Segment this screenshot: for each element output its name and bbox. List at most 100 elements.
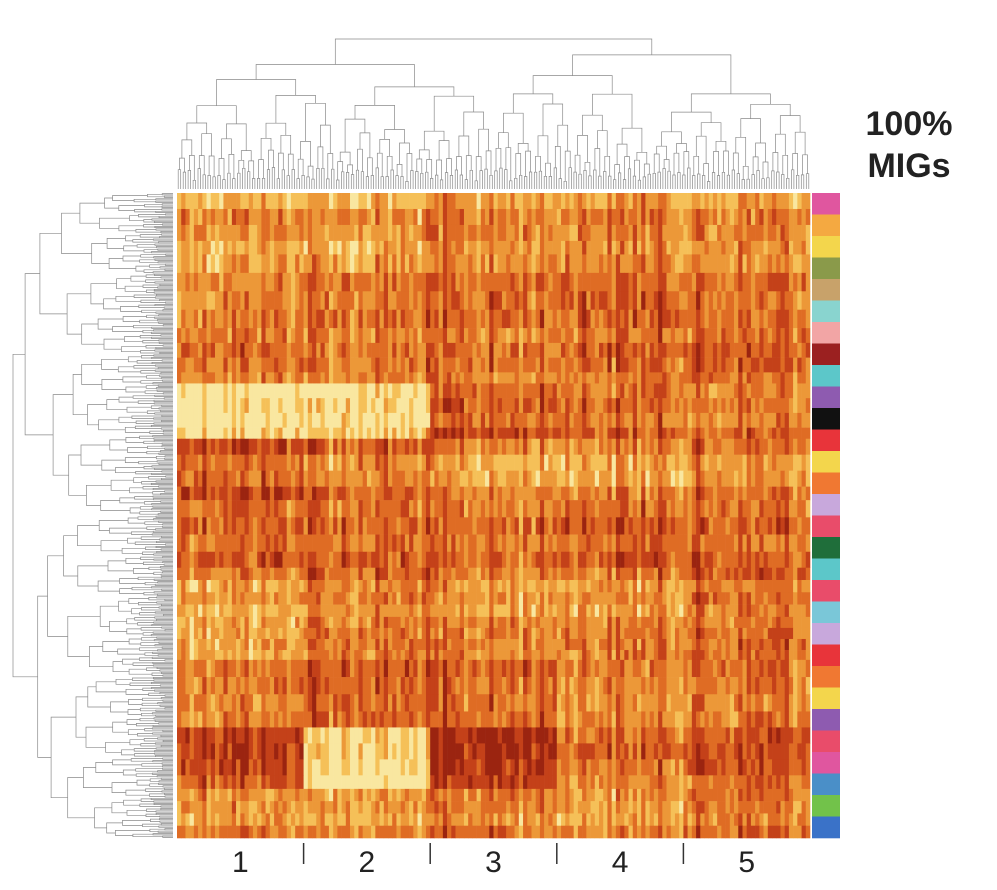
heatmap-cell [257, 616, 262, 629]
heatmap-cell [324, 454, 330, 471]
heatmap-cell [624, 412, 629, 428]
heatmap-cell [772, 357, 777, 373]
heatmap-cell [193, 627, 199, 640]
heatmap-cell [717, 398, 722, 414]
heatmap-cell [350, 193, 355, 210]
heatmap-cell [286, 470, 292, 487]
heatmap-cell [476, 438, 482, 455]
heatmap-cell [185, 193, 190, 210]
heatmap-cell [712, 517, 718, 535]
heatmap-cell [679, 616, 684, 629]
heatmap-cell [725, 470, 731, 487]
heatmap-cell [227, 517, 233, 535]
heatmap-cell [455, 592, 461, 605]
heatmap-cell [573, 517, 579, 535]
heatmap-cell [219, 383, 224, 399]
heatmap-cell [214, 412, 220, 428]
heatmap-cell [561, 398, 566, 414]
heatmap-cell [421, 638, 427, 651]
heatmap-cell [248, 383, 254, 399]
heatmap-cell [569, 470, 574, 487]
heatmap-cell [561, 454, 566, 471]
heatmap-cell [375, 580, 380, 593]
heatmap-cell [290, 309, 296, 329]
heatmap-cell [607, 240, 612, 255]
heatmap-cell [485, 291, 490, 311]
heatmap-cell [463, 438, 469, 455]
heatmap-cell [274, 383, 279, 399]
heatmap-cell [257, 650, 262, 661]
heatmap-cell [776, 638, 781, 651]
heatmap-cell [691, 500, 697, 518]
heatmap-cell [679, 638, 684, 651]
heatmap-cell [303, 517, 309, 535]
heatmap-cell [514, 604, 520, 618]
heatmap-cell [704, 638, 710, 651]
heatmap-cell [746, 372, 752, 384]
heatmap-cell [780, 534, 785, 553]
heatmap-cell [561, 427, 566, 440]
heatmap-cell [793, 604, 798, 618]
heatmap-cell [269, 486, 275, 501]
heatmap-cell [307, 372, 313, 384]
heatmap-cell [793, 580, 798, 593]
heatmap-cell [805, 193, 811, 210]
heatmap-cell [350, 627, 355, 640]
heatmap-cell [324, 500, 330, 518]
heatmap-cell [611, 500, 617, 518]
heatmap-cell [231, 254, 237, 274]
heatmap-cell [493, 486, 499, 501]
heatmap-cell [615, 616, 621, 629]
heatmap-cell [455, 357, 461, 373]
heatmap-cell [417, 616, 423, 629]
heatmap-cell [404, 659, 410, 678]
heatmap-cell [734, 357, 739, 373]
heatmap-cell [679, 604, 684, 618]
heatmap-cell [485, 627, 490, 640]
heatmap-cell [480, 412, 486, 428]
heatmap-cell [295, 638, 300, 651]
heatmap-body [177, 193, 811, 839]
heatmap-cell [459, 291, 465, 311]
heatmap-cell [636, 328, 642, 344]
heatmap-cell [696, 342, 701, 358]
heatmap-cell [383, 328, 389, 344]
heatmap-cell [282, 383, 288, 399]
heatmap-cell [497, 357, 503, 373]
heatmap-cell [312, 454, 317, 471]
heatmap-cell [307, 470, 313, 487]
heatmap-cell [404, 616, 410, 629]
heatmap-cell [236, 342, 241, 358]
heatmap-cell [539, 398, 545, 414]
heatmap-cell [573, 240, 579, 255]
heatmap-cell [691, 291, 697, 311]
heatmap-cell [501, 427, 507, 440]
heatmap-cell [523, 604, 528, 618]
heatmap-cell [746, 240, 752, 255]
heatmap-cell [624, 517, 629, 535]
heatmap-cell [544, 412, 549, 428]
heatmap-cell [417, 486, 423, 501]
heatmap-cell [328, 357, 334, 373]
heatmap-cell [755, 412, 760, 428]
heatmap-cell [383, 638, 389, 651]
heatmap-cell [468, 272, 473, 292]
heatmap-cell [362, 412, 368, 428]
heatmap-cell [181, 193, 186, 210]
heatmap-cell [603, 534, 608, 553]
heatmap-cell [417, 357, 423, 373]
heatmap-cell [269, 438, 275, 455]
heatmap-cell [717, 357, 722, 373]
heatmap-cell [333, 616, 338, 629]
heatmap-cell [586, 604, 591, 618]
heatmap-cell [345, 616, 351, 629]
heatmap-cell [333, 309, 338, 329]
heatmap-cell [198, 427, 203, 440]
heatmap-cell [442, 486, 448, 501]
heatmap-cell [742, 383, 747, 399]
heatmap-cell [455, 383, 461, 399]
heatmap-cell [662, 372, 667, 384]
heatmap-cell [366, 254, 372, 274]
heatmap-cell [236, 372, 241, 384]
heatmap-cell [514, 240, 520, 255]
